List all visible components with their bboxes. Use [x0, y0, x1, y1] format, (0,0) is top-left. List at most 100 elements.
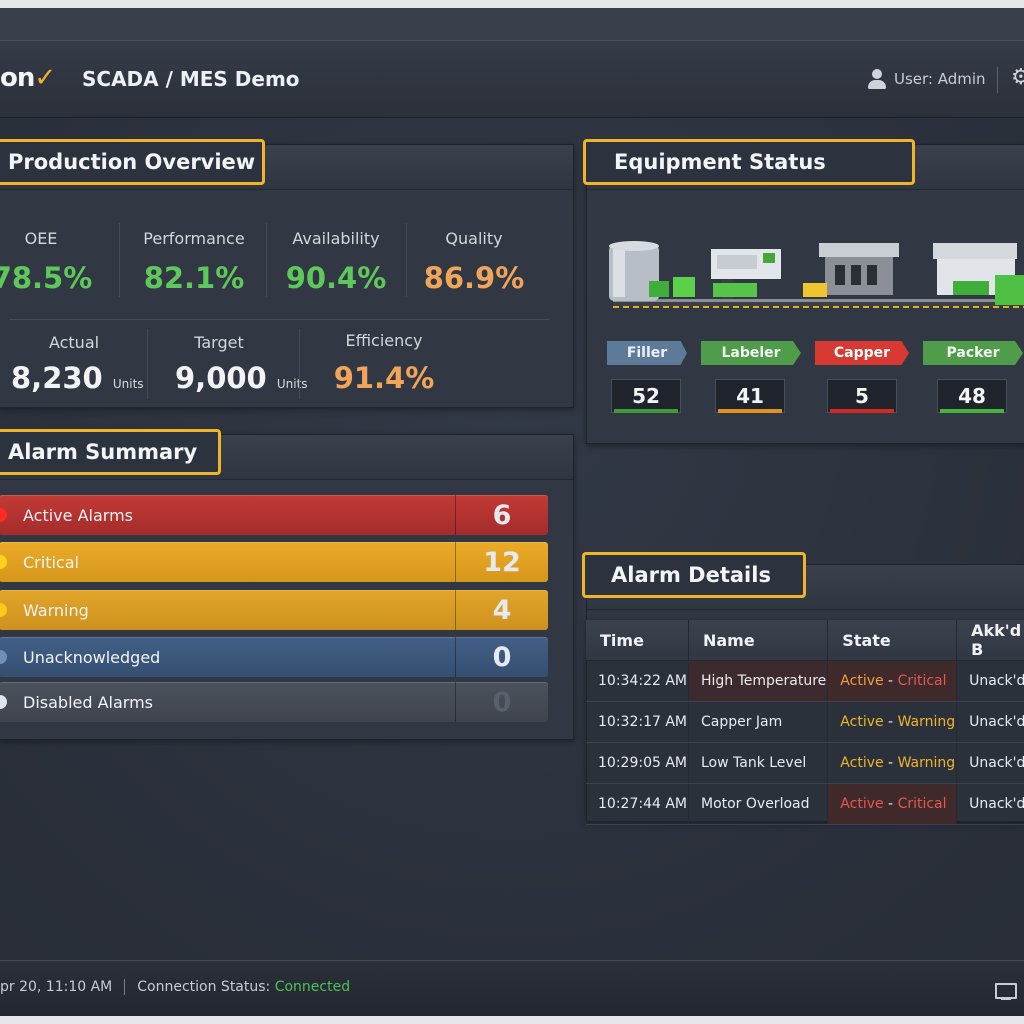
equipment-tag-labeler[interactable]: Labeler: [701, 341, 801, 365]
alarm-row-label: Warning: [23, 600, 89, 620]
packer-machine-icon: [933, 243, 1024, 305]
column-header-state[interactable]: State: [827, 620, 958, 661]
state-active: Active: [840, 796, 884, 812]
state-active: Active: [840, 714, 884, 730]
cell-time: 10:34:22 AM: [586, 660, 689, 702]
actual-units: Units: [112, 377, 144, 391]
state-severity: Critical: [897, 796, 947, 812]
alarm-row-critical[interactable]: Critical 12: [0, 542, 548, 582]
kpi-divider: [406, 223, 407, 297]
column-header-ack[interactable]: Akk'd B: [956, 620, 1024, 661]
monitor-icon[interactable]: [995, 983, 1017, 1000]
column-header-name[interactable]: Name: [688, 620, 829, 661]
alarm-row-label: Unacknowledged: [23, 647, 161, 667]
cell-name: Low Tank Level: [688, 742, 829, 784]
availability-label: Availability: [292, 229, 380, 248]
status-bar: [830, 409, 894, 413]
equipment-count-labeler: 41: [715, 379, 785, 413]
connection-status-value: Connected: [274, 979, 351, 995]
alarm-details-table: Time Name State Akk'd B 10:34:22 AM High…: [586, 620, 1024, 825]
cell-ack: Unack'd: [956, 742, 1024, 784]
state-separator: -: [883, 714, 898, 730]
equipment-tag-packer[interactable]: Packer: [923, 341, 1023, 365]
production-overview-panel: Production Overview OEE 78.5% Performanc…: [0, 139, 574, 408]
filler-machine-icon: [609, 241, 695, 301]
state-active: Active: [840, 755, 884, 771]
state-active: Active: [840, 673, 884, 689]
gear-icon[interactable]: ⚙: [1011, 65, 1024, 90]
kpi-divider: [266, 223, 267, 297]
cell-name: High Temperature: [688, 660, 829, 702]
kpi-row-divider: [9, 319, 549, 320]
target-units: Units: [276, 377, 308, 391]
count-value: 48: [958, 384, 986, 408]
alarm-row-unacknowledged[interactable]: Unacknowledged 0: [0, 637, 548, 677]
status-dot: [0, 508, 7, 522]
footer-datetime: pr 20, 11:10 AM: [0, 979, 113, 995]
quality-label: Quality: [445, 229, 503, 248]
alarm-row-label: Disabled Alarms: [23, 692, 154, 712]
app-title: SCADA / MES Demo: [82, 67, 300, 91]
alarm-row-warning[interactable]: Warning 4: [0, 590, 548, 630]
logo-check-icon: ✓: [34, 63, 56, 93]
cell-ack: Unack'd: [956, 701, 1024, 743]
alarm-row-active[interactable]: Active Alarms 6: [0, 495, 548, 535]
actual-value-group: 8,230 Units: [11, 361, 151, 395]
status-bar: [614, 409, 678, 413]
performance-label: Performance: [143, 229, 245, 248]
table-row[interactable]: 10:32:17 AM Capper Jam Active - Warning …: [586, 701, 1024, 743]
status-dot: [0, 603, 7, 617]
table-row[interactable]: 10:34:22 AM High Temperature Active - Cr…: [586, 660, 1024, 702]
user-icon: [868, 69, 886, 89]
user-menu[interactable]: User: Admin: [868, 69, 986, 89]
equipment-count-capper: 5: [827, 379, 897, 413]
status-bar: [718, 409, 782, 413]
target-label: Target: [194, 333, 244, 352]
cell-state: Active - Critical: [827, 783, 958, 825]
equipment-tag-filler[interactable]: Filler: [607, 341, 687, 365]
alarm-summary-panel: Alarm Summary Active Alarms 6 Critical 1…: [0, 429, 574, 740]
capper-machine-icon: [803, 243, 899, 297]
hmi-screen: on✓ SCADA / MES Demo User: Admin ⚙ Produ…: [0, 8, 1024, 1016]
alarm-row-label: Critical: [23, 552, 79, 572]
cell-time: 10:27:44 AM: [586, 783, 689, 825]
state-separator: -: [883, 755, 898, 771]
production-overview-title: Production Overview: [0, 139, 265, 185]
state-severity: Warning: [897, 714, 956, 730]
status-dot: [0, 695, 7, 709]
alarm-details-title: Alarm Details: [582, 552, 806, 598]
cell-ack: Unack'd: [956, 783, 1024, 825]
alarm-row-count: 12: [455, 542, 548, 582]
quality-value: 86.9%: [423, 261, 525, 295]
top-band: [0, 8, 1024, 40]
header-divider: [997, 67, 998, 93]
cell-state: Active - Warning: [827, 742, 958, 784]
column-header-time[interactable]: Time: [586, 620, 689, 661]
status-bar: [940, 409, 1004, 413]
state-severity: Critical: [897, 673, 947, 689]
actual-label: Actual: [48, 333, 100, 352]
brand-logo[interactable]: on✓: [0, 63, 56, 93]
status-dot: [0, 555, 7, 569]
efficiency-label: Efficiency: [345, 331, 423, 350]
footer-status: pr 20, 11:10 AM Connection Status: Connec…: [0, 979, 350, 995]
table-row[interactable]: 10:29:05 AM Low Tank Level Active - Warn…: [586, 742, 1024, 784]
cell-name: Capper Jam: [688, 701, 829, 743]
equipment-count-filler: 52: [611, 379, 681, 413]
count-value: 41: [736, 384, 764, 408]
alarm-row-disabled[interactable]: Disabled Alarms 0: [0, 682, 548, 722]
conveyor: [613, 299, 1024, 308]
cell-time: 10:32:17 AM: [586, 701, 689, 743]
cell-ack: Unack'd: [956, 660, 1024, 702]
oee-label: OEE: [24, 229, 58, 248]
connection-label: Connection Status:: [137, 979, 271, 995]
production-line-graphic: [609, 241, 1024, 308]
alarm-summary-title: Alarm Summary: [0, 429, 221, 475]
equipment-status-title: Equipment Status: [583, 139, 915, 185]
alarm-row-label: Active Alarms: [23, 505, 133, 525]
equipment-tag-capper[interactable]: Capper: [815, 341, 909, 365]
app-header: on✓ SCADA / MES Demo User: Admin ⚙: [0, 40, 1024, 118]
target-value-group: 9,000 Units: [175, 361, 315, 395]
target-value: 9,000: [175, 361, 267, 395]
table-row[interactable]: 10:27:44 AM Motor Overload Active - Crit…: [586, 783, 1024, 825]
